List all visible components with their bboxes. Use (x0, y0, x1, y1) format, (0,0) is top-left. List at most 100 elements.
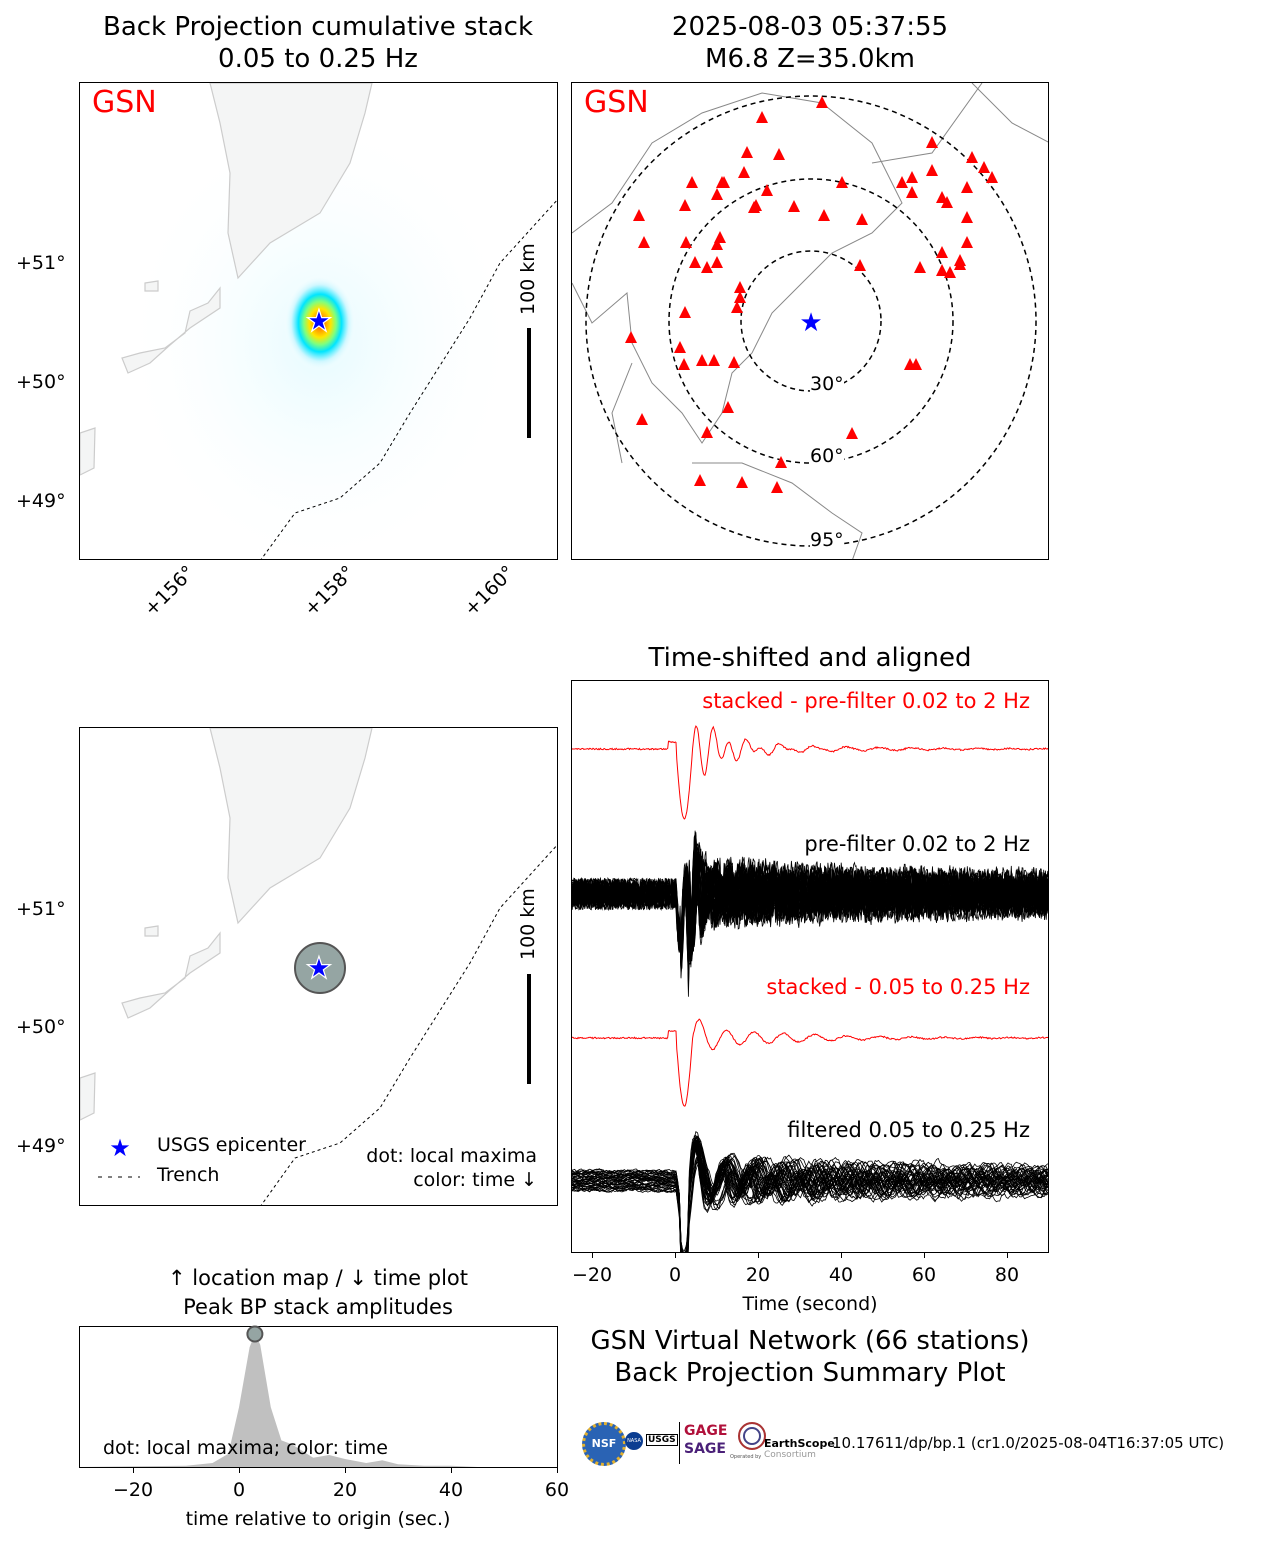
nasa-logo: NASA (625, 1432, 643, 1450)
filtered-trace (572, 1140, 1048, 1252)
station-triangle-icon (978, 161, 990, 173)
station-triangle-icon (906, 186, 918, 198)
x-tick-mark (924, 1252, 925, 1258)
event-magnitude-depth: M6.8 Z=35.0km (705, 44, 915, 74)
epicenter-star-icon: ★ (306, 304, 333, 339)
kamchatka-coast (209, 728, 373, 925)
x-tick-label: 60 (911, 1264, 937, 1286)
trench-line (260, 844, 557, 1205)
prefilter-trace (572, 857, 1048, 974)
filtered-trace (572, 1139, 1048, 1252)
operated-by-label: Operated by (730, 1454, 762, 1460)
gage-logo: GAGE (684, 1423, 728, 1439)
stacked-prefilter-trace (572, 725, 1048, 820)
ring-label-30: 30° (810, 373, 844, 395)
station-triangle-icon (756, 111, 768, 123)
filtered-trace (572, 1141, 1048, 1252)
waveforms-xlabel: Time (second) (742, 1293, 878, 1315)
filtered-trace (572, 1146, 1048, 1252)
station-triangle-icon (986, 171, 998, 183)
note-line1: dot: local maxima (366, 1145, 537, 1167)
station-triangle-icon (678, 358, 690, 370)
x-tick-mark (758, 1252, 759, 1258)
station-triangle-icon (625, 331, 637, 343)
station-triangle-icon (728, 356, 740, 368)
x-tick-mark (345, 1467, 346, 1473)
consortium-label: Consortium (764, 1450, 816, 1460)
station-triangle-icon (936, 264, 948, 276)
filtered-trace (572, 1139, 1048, 1252)
lon-tick: +158° (300, 561, 360, 621)
station-triangle-icon (771, 481, 783, 493)
station-triangle-icon (926, 136, 938, 148)
lat-tick: +49° (16, 1135, 66, 1157)
stacked-prefilter-label: stacked - pre-filter 0.02 to 2 Hz (702, 689, 1030, 713)
x-tick-label: 40 (828, 1264, 854, 1286)
station-triangle-icon (636, 413, 648, 425)
station-triangle-icon (680, 236, 692, 248)
filtered-trace (572, 1143, 1048, 1252)
station-triangle-icon (694, 474, 706, 486)
station-triangle-icon (689, 256, 701, 268)
lat-tick: +50° (16, 371, 66, 393)
location-map-panel: ★ ★ 100 km USGS epicenter Trench dot: lo… (79, 727, 558, 1206)
station-triangle-icon (679, 306, 691, 318)
filtered-trace (572, 1137, 1048, 1252)
legend-epicenter-label: USGS epicenter (157, 1134, 306, 1156)
station-triangle-icon (846, 427, 858, 439)
coastline (611, 362, 633, 464)
bp-title-line2: 0.05 to 0.25 Hz (218, 44, 418, 74)
x-tick-mark (557, 1467, 558, 1473)
station-triangle-icon (961, 181, 973, 193)
bp-energy-heatmap (284, 275, 356, 371)
station-triangle-icon (711, 188, 723, 200)
station-triangle-icon (944, 266, 956, 278)
station-triangle-icon (696, 354, 708, 366)
station-triangle-icon (722, 401, 734, 413)
x-tick-label: −20 (571, 1264, 613, 1286)
ring-label-95: 95° (810, 529, 844, 551)
island (144, 280, 159, 292)
x-tick-mark (592, 1252, 593, 1258)
station-triangle-icon (914, 261, 926, 273)
station-triangle-icon (775, 456, 787, 468)
x-tick-mark (133, 1467, 134, 1473)
station-triangle-icon (941, 196, 953, 208)
station-triangle-icon (936, 246, 948, 258)
station-triangle-icon (708, 354, 720, 366)
filtered-trace (572, 1145, 1048, 1252)
station-triangle-icon (679, 199, 691, 211)
x-tick-label: 0 (232, 1479, 246, 1501)
summary-line2: Back Projection Summary Plot (614, 1358, 1006, 1388)
station-triangle-icon (816, 96, 828, 108)
event-title: 2025-08-03 05:37:55 M6.8 Z=35.0km (672, 11, 948, 75)
prefilter-label: pre-filter 0.02 to 2 Hz (804, 832, 1030, 856)
summary-line1: GSN Virtual Network (66 stations) (590, 1326, 1030, 1356)
filtered-trace (572, 1143, 1048, 1252)
station-triangle-icon (906, 171, 918, 183)
station-triangle-icon (734, 291, 746, 303)
trench-line (260, 199, 557, 559)
station-triangle-icon (734, 281, 746, 293)
amp-title-line2: Peak BP stack amplitudes (183, 1295, 453, 1319)
lon-tick: +160° (460, 561, 520, 621)
nsf-logo: NSF (582, 1422, 626, 1466)
station-triangle-icon (896, 176, 908, 188)
x-tick-mark (841, 1252, 842, 1258)
station-triangle-icon (910, 358, 922, 370)
station-triangle-icon (741, 146, 753, 158)
coastline (572, 92, 903, 444)
station-triangle-icon (674, 341, 686, 353)
station-triangle-icon (961, 211, 973, 223)
x-tick-mark (1007, 1252, 1008, 1258)
filtered-trace (572, 1143, 1048, 1252)
filtered-trace (572, 1140, 1048, 1252)
station-triangle-icon (633, 209, 645, 221)
x-tick-label: 0 (668, 1264, 682, 1286)
station-triangle-icon (701, 426, 713, 438)
coastline (971, 83, 1048, 143)
station-triangle-icon (961, 236, 973, 248)
sage-logo: SAGE (684, 1441, 726, 1457)
earthscope-logo: EarthScope (764, 1437, 835, 1450)
lon-tick: +156° (140, 561, 200, 621)
